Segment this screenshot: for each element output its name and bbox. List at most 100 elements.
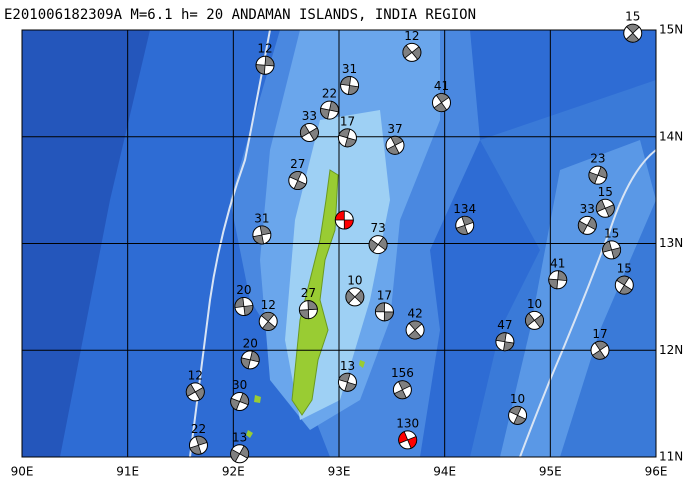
compression-quadrant <box>595 199 615 218</box>
compression-quadrant <box>602 240 621 260</box>
compression-quadrant <box>625 23 640 43</box>
compression-quadrant <box>255 55 275 75</box>
focal-mechanism <box>185 382 205 402</box>
focal-mechanism <box>524 310 544 330</box>
depth-label: 20 <box>243 336 258 350</box>
focal-mechanism <box>337 372 357 392</box>
y-tick-label: 11N <box>659 450 683 464</box>
focal-mechanism <box>495 332 515 352</box>
depth-label: 130 <box>396 416 419 430</box>
depth-label: 12 <box>257 42 272 56</box>
focal-mechanism <box>252 225 272 245</box>
compression-quadrant <box>338 372 357 392</box>
depth-label: 47 <box>497 318 512 332</box>
depth-label: 30 <box>232 378 247 392</box>
focal-mechanism <box>255 55 275 75</box>
compression-quadrant <box>508 405 527 425</box>
depth-label: 31 <box>254 211 269 225</box>
compression-quadrant <box>368 236 388 253</box>
depth-label: 12 <box>261 298 276 312</box>
depth-label: 27 <box>301 286 316 300</box>
focal-mechanism <box>234 296 254 316</box>
depth-label: 27 <box>290 157 305 171</box>
focal-mechanism <box>455 215 475 235</box>
compression-quadrant <box>230 445 250 463</box>
depth-label: 31 <box>342 62 357 76</box>
depth-label: 33 <box>302 109 317 123</box>
focal-mechanism <box>258 311 278 331</box>
compression-quadrant <box>340 76 359 95</box>
depth-label: 22 <box>322 87 337 101</box>
focal-mechanism <box>299 122 319 142</box>
compression-quadrant <box>320 100 339 120</box>
compression-quadrant <box>455 215 474 235</box>
map-title: E201006182309A M=6.1 h= 20 ANDAMAN ISLAN… <box>4 7 476 23</box>
depth-label: 12 <box>404 29 419 43</box>
depth-label: 15 <box>625 10 640 24</box>
compression-quadrant <box>185 383 205 401</box>
focal-mechanism <box>588 165 608 185</box>
focal-mechanism <box>548 270 568 290</box>
depth-label: 17 <box>592 327 607 341</box>
compression-quadrant <box>298 300 318 320</box>
depth-label: 23 <box>590 152 605 166</box>
depth-label: 15 <box>598 185 613 199</box>
y-tick-label: 15N <box>659 23 683 37</box>
compression-quadrant <box>433 93 450 113</box>
focal-mechanism <box>374 302 394 322</box>
depth-label: 10 <box>347 273 362 287</box>
depth-label: 17 <box>340 114 355 128</box>
compression-quadrant <box>591 340 609 360</box>
depth-label: 10 <box>510 392 525 406</box>
compression-quadrant <box>374 302 394 322</box>
depth-label: 13 <box>232 430 247 444</box>
compression-quadrant <box>402 44 422 60</box>
depth-label: 13 <box>340 359 355 373</box>
compression-quadrant <box>240 350 260 370</box>
depth-label: 42 <box>407 306 422 320</box>
focal-mechanism <box>590 340 610 360</box>
depth-label: 41 <box>550 256 565 270</box>
compression-quadrant <box>495 332 515 352</box>
focal-mechanism <box>298 300 318 320</box>
x-tick-label: 91E <box>116 465 139 479</box>
depth-label: 134 <box>453 202 476 216</box>
compression-quadrant <box>548 270 568 290</box>
focal-mechanism <box>405 320 425 340</box>
focal-mechanism <box>230 391 250 411</box>
focal-mechanism <box>614 275 634 295</box>
compression-quadrant <box>234 297 254 316</box>
compression-quadrant <box>588 166 608 185</box>
depth-label: 15 <box>604 226 619 240</box>
depth-label: 12 <box>188 368 203 382</box>
focal-mechanism <box>577 215 597 235</box>
focal-mechanism <box>288 171 308 191</box>
x-tick-label: 96E <box>645 465 668 479</box>
focal-mechanism <box>230 444 250 464</box>
y-tick-label: 13N <box>659 236 683 250</box>
depth-label: 156 <box>391 366 414 380</box>
x-tick-label: 90E <box>11 465 34 479</box>
focal-mechanism <box>345 287 365 307</box>
focal-mechanism <box>368 235 388 255</box>
focal-mechanism <box>188 435 208 455</box>
compression-quadrant <box>300 124 319 141</box>
focal-mechanism <box>431 93 451 113</box>
focal-mechanism <box>340 76 360 96</box>
focal-mechanism <box>602 240 622 260</box>
depth-label: 20 <box>236 283 251 297</box>
x-tick-label: 93E <box>328 465 351 479</box>
focal-mechanism <box>623 23 643 43</box>
compression-quadrant <box>252 225 272 245</box>
y-tick-label: 12N <box>659 343 683 357</box>
x-tick-label: 94E <box>433 465 456 479</box>
compression-quadrant <box>525 312 544 329</box>
y-tick-label: 14N <box>659 129 683 143</box>
focal-mechanism <box>319 100 339 120</box>
compression-quadrant <box>260 312 276 331</box>
x-tick-label: 95E <box>539 465 562 479</box>
depth-label: 15 <box>617 262 632 276</box>
focal-mechanism <box>385 135 405 155</box>
depth-label: 41 <box>434 79 449 93</box>
depth-label: 33 <box>580 202 595 216</box>
